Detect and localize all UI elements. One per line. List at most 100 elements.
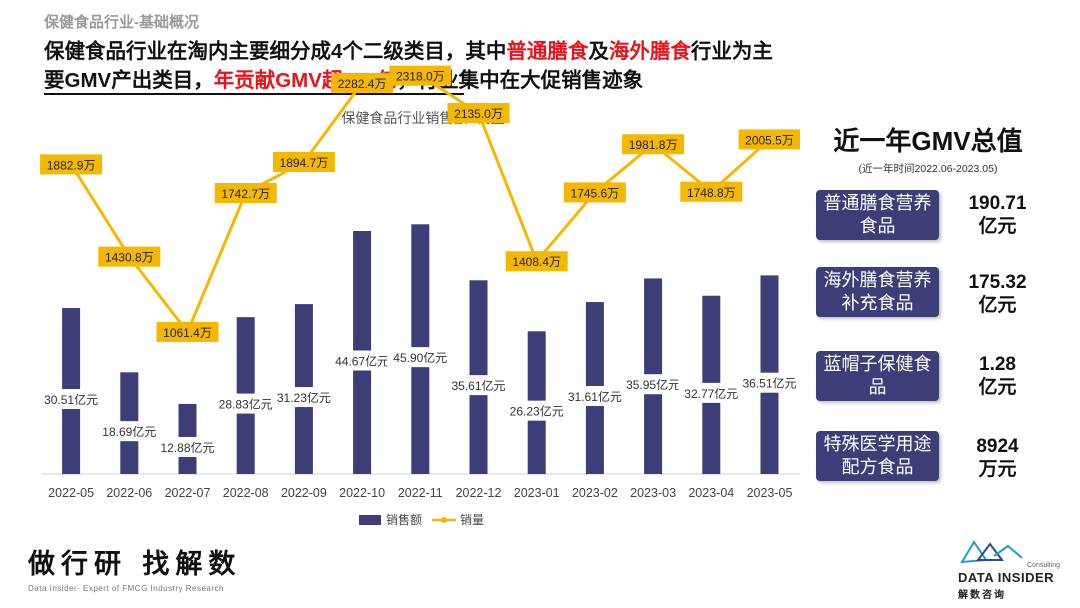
line-label-bg-2023-03 xyxy=(622,134,685,155)
category-value-3: 1.28 亿元 xyxy=(950,353,1045,399)
bar-label-2023-02: 31.61亿元 xyxy=(568,389,622,404)
line-label-bg-2022-11 xyxy=(389,65,452,86)
bar-label-bg-2023-02 xyxy=(561,386,628,407)
line-label-2023-05: 2005.5万 xyxy=(745,133,794,147)
line-label-bg-2022-12 xyxy=(447,102,510,123)
bar-label-bg-2023-04 xyxy=(678,382,745,403)
bar-label-2022-07: 12.88亿元 xyxy=(160,440,214,455)
category-value-1-unit: 亿元 xyxy=(978,216,1017,237)
gmv-panel-title: 近一年GMV总值 xyxy=(833,126,1023,156)
bar-label-2022-05: 30.51亿元 xyxy=(44,392,98,407)
line-label-2023-03: 1981.8万 xyxy=(629,138,678,152)
headline-part-3: 行业为主要GMV产出类目， xyxy=(44,40,773,92)
category-box-1: 普通膳食营养食品 xyxy=(816,190,939,240)
line-label-bg-2023-01 xyxy=(505,251,568,272)
category-value-2-unit: 亿元 xyxy=(978,295,1017,316)
x-tick-2022-06: 2022-06 xyxy=(106,486,152,500)
footer-tagline: Data Insider- Expert of FMCG Industry Re… xyxy=(28,584,224,593)
x-tick-2022-09: 2022-09 xyxy=(281,486,327,500)
logo-consulting: Consulting xyxy=(1027,562,1061,569)
headline-part-4: ，行业集中在大促销售迹象 xyxy=(397,69,644,92)
headline-part-1: 保健食品行业在淘内主要细分成4个二级类目，其中 xyxy=(44,40,507,63)
line-label-2022-05: 1882.9万 xyxy=(47,158,96,172)
line-label-bg-2023-02 xyxy=(563,182,626,203)
legend-line-marker xyxy=(441,517,447,523)
category-box-2: 海外膳食营养补充食品 xyxy=(816,267,939,317)
x-tick-2023-04: 2023-04 xyxy=(688,486,734,500)
x-tick-2022-11: 2022-11 xyxy=(398,486,443,500)
bar-label-bg-2023-05 xyxy=(736,372,800,393)
bar-label-2022-08: 28.83亿元 xyxy=(219,397,273,412)
bar-label-2023-03: 35.95亿元 xyxy=(626,377,680,392)
bar-label-bg-2022-07 xyxy=(154,436,221,457)
headline-highlight-1: 普通膳食 xyxy=(506,40,589,63)
footer-brand: 做行研 找解数 xyxy=(28,549,242,580)
bar-label-2022-10: 44.67亿元 xyxy=(335,353,389,368)
bar-label-bg-2022-10 xyxy=(329,350,396,371)
bar-label-2022-06: 18.69亿元 xyxy=(102,424,156,439)
category-value-4-unit: 万元 xyxy=(978,459,1017,480)
category-value-1-number: 190.71 xyxy=(968,193,1027,214)
category-value-1: 190.71 亿元 xyxy=(950,192,1045,238)
bar-label-bg-2023-03 xyxy=(620,374,687,395)
line-label-2022-07: 1061.4万 xyxy=(163,326,212,340)
line-label-2022-06: 1430.8万 xyxy=(105,251,154,265)
x-tick-2022-07: 2022-07 xyxy=(165,486,211,500)
logo-cn: 解数咨询 xyxy=(958,590,1006,601)
line-label-2022-10: 2282.4万 xyxy=(338,77,387,91)
headline-highlight-2: 海外膳食 xyxy=(608,40,691,63)
legend-line-label: 销量 xyxy=(460,513,484,527)
category-value-4: 8924 万元 xyxy=(950,435,1045,481)
line-label-bg-2023-04 xyxy=(680,181,743,202)
line-label-2023-01: 1408.4万 xyxy=(512,255,561,269)
x-tick-2022-10: 2022-10 xyxy=(339,486,385,500)
headline-part-2: 及 xyxy=(588,40,609,63)
legend-bar-swatch xyxy=(359,515,381,525)
bar-label-bg-2022-05 xyxy=(38,389,105,410)
category-value-4-number: 8924 xyxy=(976,436,1019,457)
bar-label-bg-2022-12 xyxy=(445,375,512,396)
bar-label-bg-2022-11 xyxy=(387,347,454,368)
line-label-bg-2022-09 xyxy=(272,152,335,173)
headline-underline xyxy=(44,93,464,95)
line-label-bg-2022-07 xyxy=(156,322,219,342)
category-value-3-number: 1.28 xyxy=(979,354,1016,375)
line-label-2023-02: 1745.6万 xyxy=(571,186,620,200)
x-tick-2023-03: 2023-03 xyxy=(630,486,676,500)
line-label-2022-09: 1894.7万 xyxy=(280,156,329,170)
x-tick-2023-02: 2023-02 xyxy=(572,486,618,500)
bar-label-bg-2022-09 xyxy=(270,387,337,408)
section-title: 保健食品行业-基础概况 xyxy=(44,14,199,31)
legend-bar-label: 销售额 xyxy=(386,512,422,527)
line-label-bg-2023-05 xyxy=(738,129,800,150)
line-label-2023-04: 1748.8万 xyxy=(687,186,736,200)
x-tick-2022-08: 2022-08 xyxy=(223,486,269,500)
bar-label-2023-01: 26.23亿元 xyxy=(510,404,564,419)
x-tick-2022-12: 2022-12 xyxy=(456,486,502,500)
bar-label-2022-11: 45.90亿元 xyxy=(393,350,447,365)
bar-label-bg-2022-06 xyxy=(96,421,163,442)
line-label-2022-11: 2318.0万 xyxy=(396,70,445,84)
line-label-bg-2022-06 xyxy=(98,246,161,267)
logo-name: DATA INSIDER xyxy=(958,570,1055,585)
category-box-4: 特殊医学用途配方食品 xyxy=(816,431,939,481)
bar-label-bg-2023-01 xyxy=(503,400,570,421)
x-tick-2023-01: 2023-01 xyxy=(514,486,560,500)
bar-label-2023-05: 36.51亿元 xyxy=(742,376,796,391)
category-value-2-number: 175.32 xyxy=(968,272,1027,293)
data-insider-logo-icon xyxy=(960,540,1023,564)
gmv-panel-subtitle: (近一年时间2022.06-2023.05) xyxy=(858,163,998,175)
x-tick-2022-05: 2022-05 xyxy=(48,486,94,500)
bar-label-2022-12: 35.61亿元 xyxy=(451,378,505,393)
line-label-2022-08: 1742.7万 xyxy=(221,187,270,201)
category-box-3: 蓝帽子保健食品 xyxy=(816,351,939,401)
line-label-2022-12: 2135.0万 xyxy=(454,107,503,121)
line-label-bg-2022-10 xyxy=(331,72,394,93)
bar-label-bg-2022-08 xyxy=(212,393,279,414)
category-value-2: 175.32 亿元 xyxy=(950,271,1045,317)
bar-label-2022-09: 31.23亿元 xyxy=(277,390,331,405)
bar-label-2023-04: 32.77亿元 xyxy=(684,386,738,401)
line-label-bg-2022-05 xyxy=(40,154,103,175)
category-value-3-unit: 亿元 xyxy=(978,377,1017,398)
